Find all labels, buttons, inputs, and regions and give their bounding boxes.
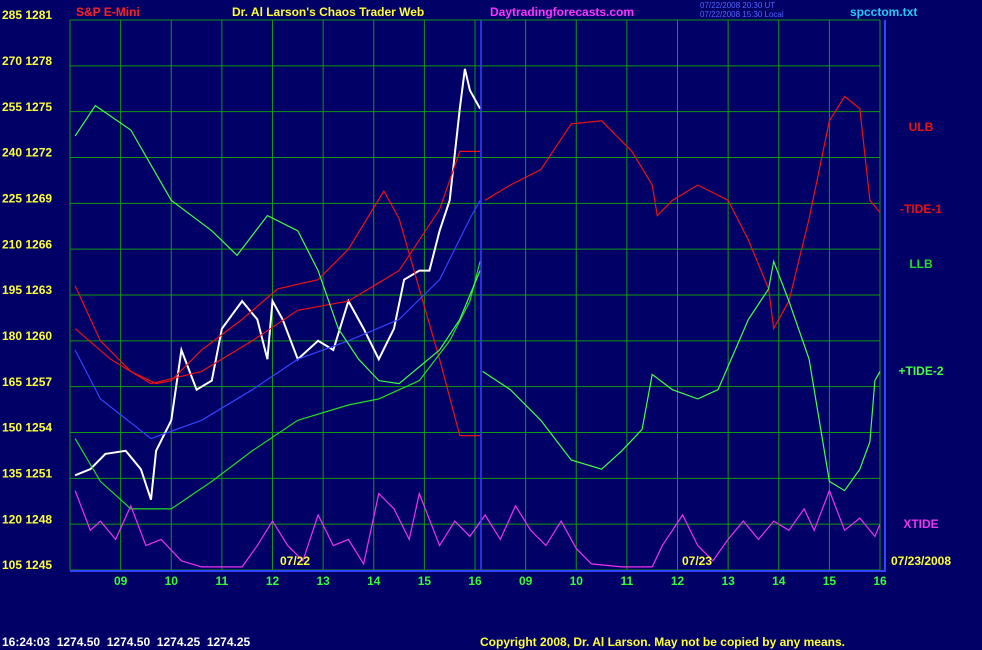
y-tick-label: 270 1278 [2, 54, 52, 68]
y-tick-label: 150 1254 [2, 421, 52, 435]
series-line [74, 488, 881, 568]
series-line [74, 104, 881, 492]
date-label: 07/23/2008 [891, 554, 951, 568]
y-tick-label: 120 1248 [2, 512, 52, 526]
x-tick-label: 13 [721, 574, 735, 588]
plot-area: 285 1281 270 1278 255 1275 240 1272 225 1269… [2, 8, 887, 588]
copyright: Copyright 2008, Dr. Al Larson. May not b… [480, 635, 845, 649]
x-tick-label: 09 [519, 574, 533, 588]
series-line [74, 261, 481, 510]
x-tick-label: 09 [114, 574, 128, 588]
x-tick-label: 12 [266, 574, 280, 588]
y-tick-label: 180 1260 [2, 329, 52, 343]
legend-label: ULB [909, 120, 934, 134]
website: Daytradingforecasts.com [490, 5, 634, 19]
series-line [74, 95, 881, 437]
x-tick-label: 14 [772, 574, 786, 588]
y-tick-label: 135 1251 [2, 467, 52, 481]
legend-label: LLB [909, 257, 933, 271]
y-tick-label: 285 1281 [2, 8, 52, 22]
y-tick-label: 195 1263 [2, 283, 52, 297]
x-tick-label: 11 [216, 574, 229, 588]
x-tick-label: 10 [570, 574, 584, 588]
x-tick-label: 15 [823, 574, 837, 588]
status-line: 16:24:03 1274.50 1274.50 1274.25 1274.25 [2, 635, 251, 649]
chart-title: Dr. Al Larson's Chaos Trader Web [232, 5, 424, 19]
date-label: 07/23 [682, 554, 712, 568]
x-tick-label: 14 [367, 574, 381, 588]
x-tick-label: 13 [316, 574, 330, 588]
timestamp: 07/22/2008 20:30 UT [700, 1, 775, 10]
file-name: spcctom.txt [850, 5, 917, 19]
x-tick-label: 11 [621, 574, 634, 588]
legend-label: -TIDE-1 [900, 202, 942, 216]
date-label: 07/22 [280, 554, 310, 568]
legend-label: XTIDE [903, 517, 938, 531]
x-tick-label: 10 [165, 574, 179, 588]
x-tick-label: 12 [671, 574, 685, 588]
series-line [74, 150, 481, 385]
y-tick-label: 255 1275 [2, 100, 52, 114]
y-tick-label: 225 1269 [2, 192, 52, 206]
y-tick-label: 210 1266 [2, 237, 52, 251]
symbol: S&P E-Mini [76, 5, 140, 19]
series-line [74, 200, 481, 440]
y-tick-label: 105 1245 [2, 558, 52, 572]
series-line [74, 68, 481, 501]
x-tick-label: 16 [468, 574, 482, 588]
legend-label: +TIDE-2 [898, 364, 943, 378]
x-tick-label: 15 [418, 574, 432, 588]
timestamp: 07/22/2008 15:30 Local [700, 10, 784, 19]
x-tick-label: 16 [873, 574, 887, 588]
y-tick-label: 240 1272 [2, 146, 52, 160]
y-tick-label: 165 1257 [2, 375, 52, 389]
